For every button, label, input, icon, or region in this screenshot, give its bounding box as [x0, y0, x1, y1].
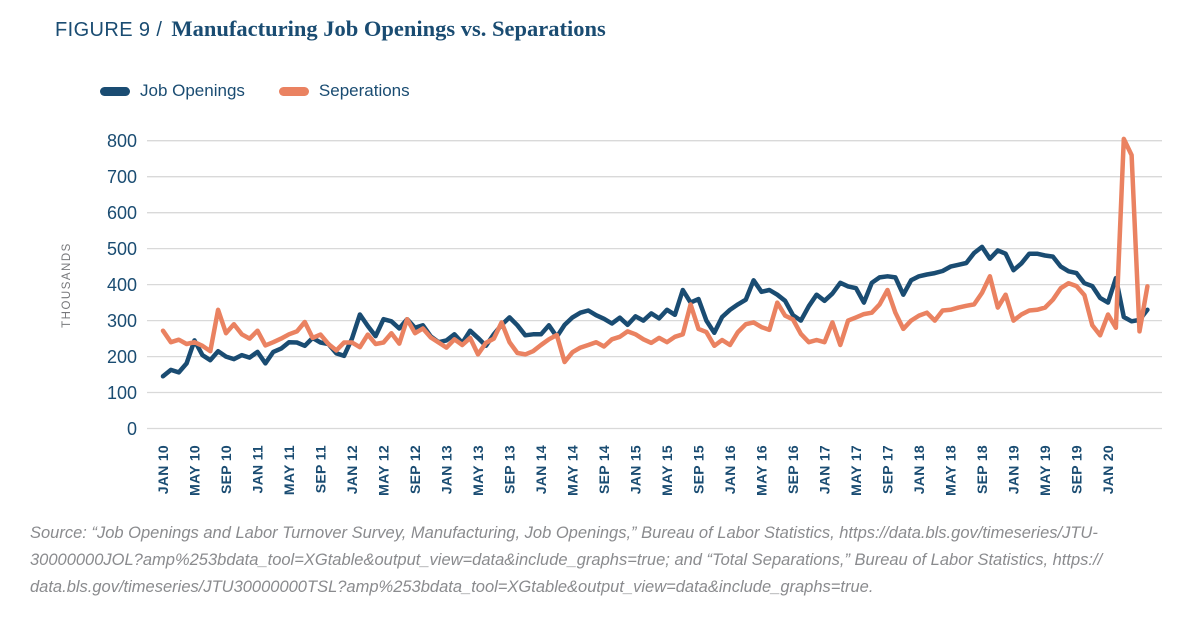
svg-text:JAN 14: JAN 14 [533, 445, 549, 494]
svg-text:JAN 18: JAN 18 [911, 445, 927, 494]
svg-text:300: 300 [107, 311, 137, 331]
svg-text:SEP 14: SEP 14 [596, 445, 612, 494]
svg-text:SEP 10: SEP 10 [218, 445, 234, 494]
svg-text:MAY 10: MAY 10 [187, 445, 203, 496]
svg-text:THOUSANDS: THOUSANDS [61, 242, 73, 328]
svg-text:MAY 11: MAY 11 [281, 445, 297, 495]
figure-header: FIGURE 9 / Manufacturing Job Openings vs… [55, 16, 606, 42]
svg-text:MAY 19: MAY 19 [1037, 445, 1053, 496]
legend-item-job-openings: Job Openings [100, 81, 245, 101]
svg-text:JAN 20: JAN 20 [1100, 445, 1116, 494]
svg-text:200: 200 [107, 347, 137, 367]
svg-text:800: 800 [107, 131, 137, 151]
svg-text:JAN 10: JAN 10 [155, 445, 171, 494]
svg-text:700: 700 [107, 167, 137, 187]
figure-title: Manufacturing Job Openings vs. Separatio… [171, 16, 606, 41]
svg-text:MAY 16: MAY 16 [754, 445, 770, 496]
legend-marker-job-openings-icon [100, 86, 130, 96]
svg-text:MAY 13: MAY 13 [470, 445, 486, 496]
svg-text:JAN 13: JAN 13 [439, 445, 455, 494]
legend-label-job-openings: Job Openings [140, 81, 245, 100]
svg-text:100: 100 [107, 383, 137, 403]
svg-text:SEP 12: SEP 12 [407, 445, 423, 494]
svg-text:MAY 15: MAY 15 [659, 445, 675, 496]
svg-text:JAN 17: JAN 17 [817, 445, 833, 494]
svg-text:MAY 18: MAY 18 [943, 445, 959, 496]
svg-text:600: 600 [107, 203, 137, 223]
source-line: Source: “Job Openings and Labor Turnover… [30, 524, 1098, 542]
svg-text:JAN 15: JAN 15 [628, 445, 644, 494]
svg-text:SEP 19: SEP 19 [1069, 445, 1085, 494]
svg-text:MAY 17: MAY 17 [848, 445, 864, 496]
svg-text:SEP 17: SEP 17 [880, 445, 896, 494]
svg-text:SEP 16: SEP 16 [785, 445, 801, 494]
svg-text:SEP 13: SEP 13 [502, 445, 518, 494]
svg-text:SEP 11: SEP 11 [313, 445, 329, 493]
figure-number-label: FIGURE 9 / [55, 19, 163, 41]
svg-text:MAY 12: MAY 12 [376, 445, 392, 496]
legend-item-separations: Seperations [278, 81, 410, 101]
svg-text:SEP 18: SEP 18 [974, 445, 990, 494]
svg-text:JAN 16: JAN 16 [722, 445, 738, 494]
source-line: data.bls.gov/timeseries/JTU30000000TSL?a… [30, 578, 874, 596]
svg-text:JAN 12: JAN 12 [344, 445, 360, 494]
chart-legend: Job Openings Seperations [100, 81, 410, 101]
legend-label-separations: Seperations [318, 81, 410, 100]
svg-text:0: 0 [127, 419, 137, 439]
source-line: 30000000JOL?amp%253bdata_tool=XGtable&ou… [30, 551, 1103, 569]
svg-text:500: 500 [107, 239, 137, 259]
source-note: Source: “Job Openings and Labor Turnover… [30, 520, 1185, 601]
svg-text:400: 400 [107, 275, 137, 295]
svg-text:SEP 15: SEP 15 [691, 445, 707, 494]
legend-marker-separations-icon [278, 86, 309, 96]
svg-text:JAN 11: JAN 11 [250, 445, 266, 494]
svg-text:MAY 14: MAY 14 [565, 445, 581, 496]
svg-text:JAN 19: JAN 19 [1006, 445, 1022, 494]
